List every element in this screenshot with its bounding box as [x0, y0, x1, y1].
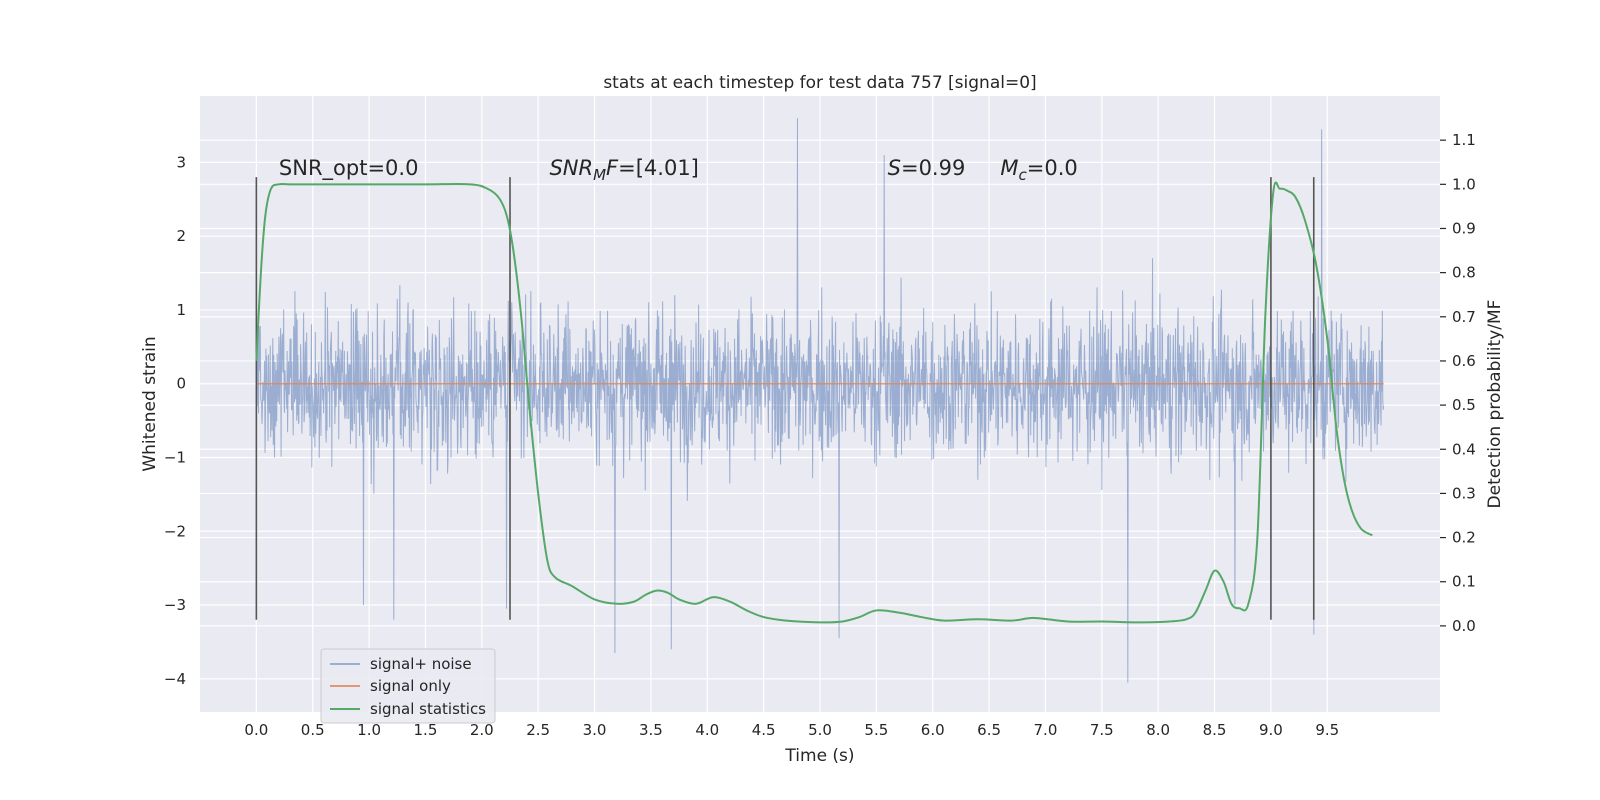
x-tick-label: 8.5 — [1203, 721, 1227, 739]
x-tick-label: 4.5 — [752, 721, 776, 739]
y2-tick-label: 0.0 — [1452, 617, 1476, 635]
x-tick-label: 5.0 — [808, 721, 832, 739]
y2-tick-label: 0.5 — [1452, 396, 1476, 414]
x-tick-label: 7.5 — [1090, 721, 1114, 739]
y2-tick-label: 0.8 — [1452, 264, 1476, 282]
y-tick-label: −1 — [164, 448, 186, 466]
y2-tick-label: 0.1 — [1452, 573, 1476, 591]
x-tick-label: 1.5 — [414, 721, 438, 739]
legend: signal+ noise signal only signal statist… — [320, 648, 496, 724]
y2-tick-label: 0.2 — [1452, 529, 1476, 547]
legend-entry-signal: signal only — [370, 677, 451, 695]
x-tick-label: 7.0 — [1034, 721, 1058, 739]
x-tick-label: 0.5 — [301, 721, 325, 739]
y2-tick-label: 0.9 — [1452, 219, 1476, 237]
legend-box — [320, 648, 496, 724]
chart-title: stats at each timestep for test data 757… — [603, 73, 1036, 93]
y2-axis-ticks: 0.0 0.1 0.2 0.3 0.4 0.5 0.6 0.7 0.8 0.9 1.0 1.1 — [1440, 131, 1476, 635]
y-tick-label: 0 — [176, 375, 186, 393]
x-tick-label: 6.5 — [977, 721, 1001, 739]
y-axis-ticks: −4 −3 −2 −1 0 1 2 3 — [164, 153, 186, 687]
y2-tick-label: 0.7 — [1452, 308, 1476, 326]
x-tick-label: 1.0 — [357, 721, 381, 739]
x-tick-label: 3.0 — [583, 721, 607, 739]
y-tick-label: 2 — [176, 227, 186, 245]
x-tick-label: 8.0 — [1146, 721, 1170, 739]
y2-tick-label: 1.0 — [1452, 175, 1476, 193]
y-axis-label: Whitened strain — [140, 336, 160, 471]
y2-tick-label: 0.6 — [1452, 352, 1476, 370]
x-tick-label: 9.5 — [1315, 721, 1339, 739]
x-tick-label: 9.0 — [1259, 721, 1283, 739]
y-tick-label: 3 — [176, 153, 186, 171]
x-tick-label: 6.0 — [921, 721, 945, 739]
x-tick-label: 4.0 — [695, 721, 719, 739]
y2-tick-label: 0.3 — [1452, 484, 1476, 502]
x-tick-label: 0.0 — [244, 721, 268, 739]
x-tick-label: 2.0 — [470, 721, 494, 739]
x-tick-label: 2.5 — [526, 721, 550, 739]
x-axis-label: Time (s) — [784, 746, 854, 766]
y2-tick-label: 1.1 — [1452, 131, 1476, 149]
y-tick-label: −2 — [164, 522, 186, 540]
signal-statistics-series — [255, 181, 1373, 624]
annotation-3: Mc=0.0 — [1000, 156, 1077, 184]
y-tick-label: −3 — [164, 596, 186, 614]
y2-axis-label: Detection probability/MF — [1485, 300, 1505, 509]
y-tick-label: 1 — [176, 301, 186, 319]
legend-entry-statistics: signal statistics — [370, 700, 486, 718]
noise-line — [255, 118, 1385, 683]
annotation-1: SNRMF=[4.01] — [549, 156, 698, 184]
y2-tick-label: 0.4 — [1452, 440, 1476, 458]
vertical-markers — [255, 177, 1315, 620]
x-tick-label: 3.5 — [639, 721, 663, 739]
statistics-line — [255, 181, 1373, 624]
annotation-0: SNR_opt=0.0 — [279, 156, 419, 181]
y-tick-label: −4 — [164, 670, 186, 688]
x-axis-ticks: 0.0 0.5 1.0 1.5 2.0 2.5 3.0 3.5 4.0 4.5 5.0 5.5 6.0 6… — [244, 721, 1339, 739]
signal-noise-series — [255, 118, 1385, 683]
annotations: SNR_opt=0.0 SNRMF=[4.01] S=0.99 Mc=0.0 — [279, 156, 1078, 184]
annotation-2: S=0.99 — [888, 156, 966, 180]
x-tick-label: 5.5 — [864, 721, 888, 739]
legend-entry-noise: signal+ noise — [370, 655, 472, 673]
